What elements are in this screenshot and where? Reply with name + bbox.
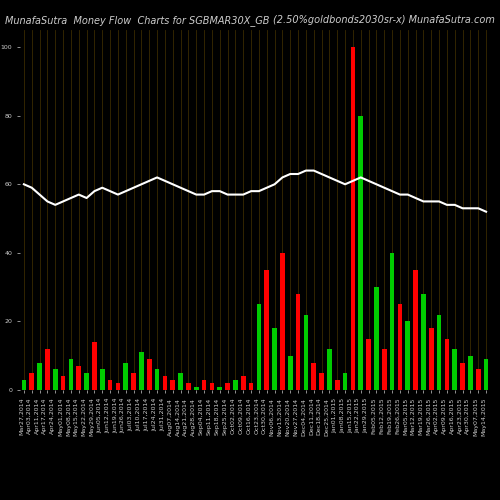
Bar [335,380,340,390]
Bar [413,270,418,390]
Bar [100,370,104,390]
Bar [45,349,50,390]
Bar [241,376,246,390]
Bar [108,380,112,390]
Bar [68,359,73,390]
Bar [92,342,97,390]
Bar [256,304,262,390]
Bar [390,253,394,390]
Bar [248,383,254,390]
Bar [452,349,457,390]
Bar [210,383,214,390]
Bar [178,373,183,390]
Bar [186,383,191,390]
Bar [476,370,480,390]
Bar [421,294,426,390]
Bar [468,356,473,390]
Bar [37,362,42,390]
Bar [76,366,81,390]
Bar [296,294,300,390]
Bar [342,373,347,390]
Text: MunafaSutra  Money Flow  Charts for SGBMAR30X_GB: MunafaSutra Money Flow Charts for SGBMAR… [5,15,270,26]
Bar [170,380,175,390]
Bar [139,352,144,390]
Bar [484,359,488,390]
Bar [233,380,238,390]
Bar [350,47,356,390]
Bar [30,373,34,390]
Bar [202,380,206,390]
Bar [398,304,402,390]
Bar [116,383,120,390]
Bar [429,328,434,390]
Bar [147,359,152,390]
Bar [218,386,222,390]
Bar [319,373,324,390]
Bar [304,314,308,390]
Bar [374,287,379,390]
Bar [436,314,442,390]
Bar [358,116,363,390]
Bar [288,356,292,390]
Bar [460,362,465,390]
Bar [53,370,58,390]
Bar [327,349,332,390]
Bar [444,338,450,390]
Bar [154,370,160,390]
Bar [382,349,386,390]
Bar [84,373,89,390]
Bar [22,380,26,390]
Bar [406,322,410,390]
Bar [280,253,285,390]
Bar [366,338,371,390]
Bar [124,362,128,390]
Bar [131,373,136,390]
Bar [272,328,277,390]
Bar [264,270,269,390]
Bar [225,383,230,390]
Bar [194,386,198,390]
Bar [60,376,66,390]
Text: (2.50%goldbonds2030sr-x) MunafaSutra.com: (2.50%goldbonds2030sr-x) MunafaSutra.com [273,15,495,25]
Bar [162,376,168,390]
Bar [312,362,316,390]
